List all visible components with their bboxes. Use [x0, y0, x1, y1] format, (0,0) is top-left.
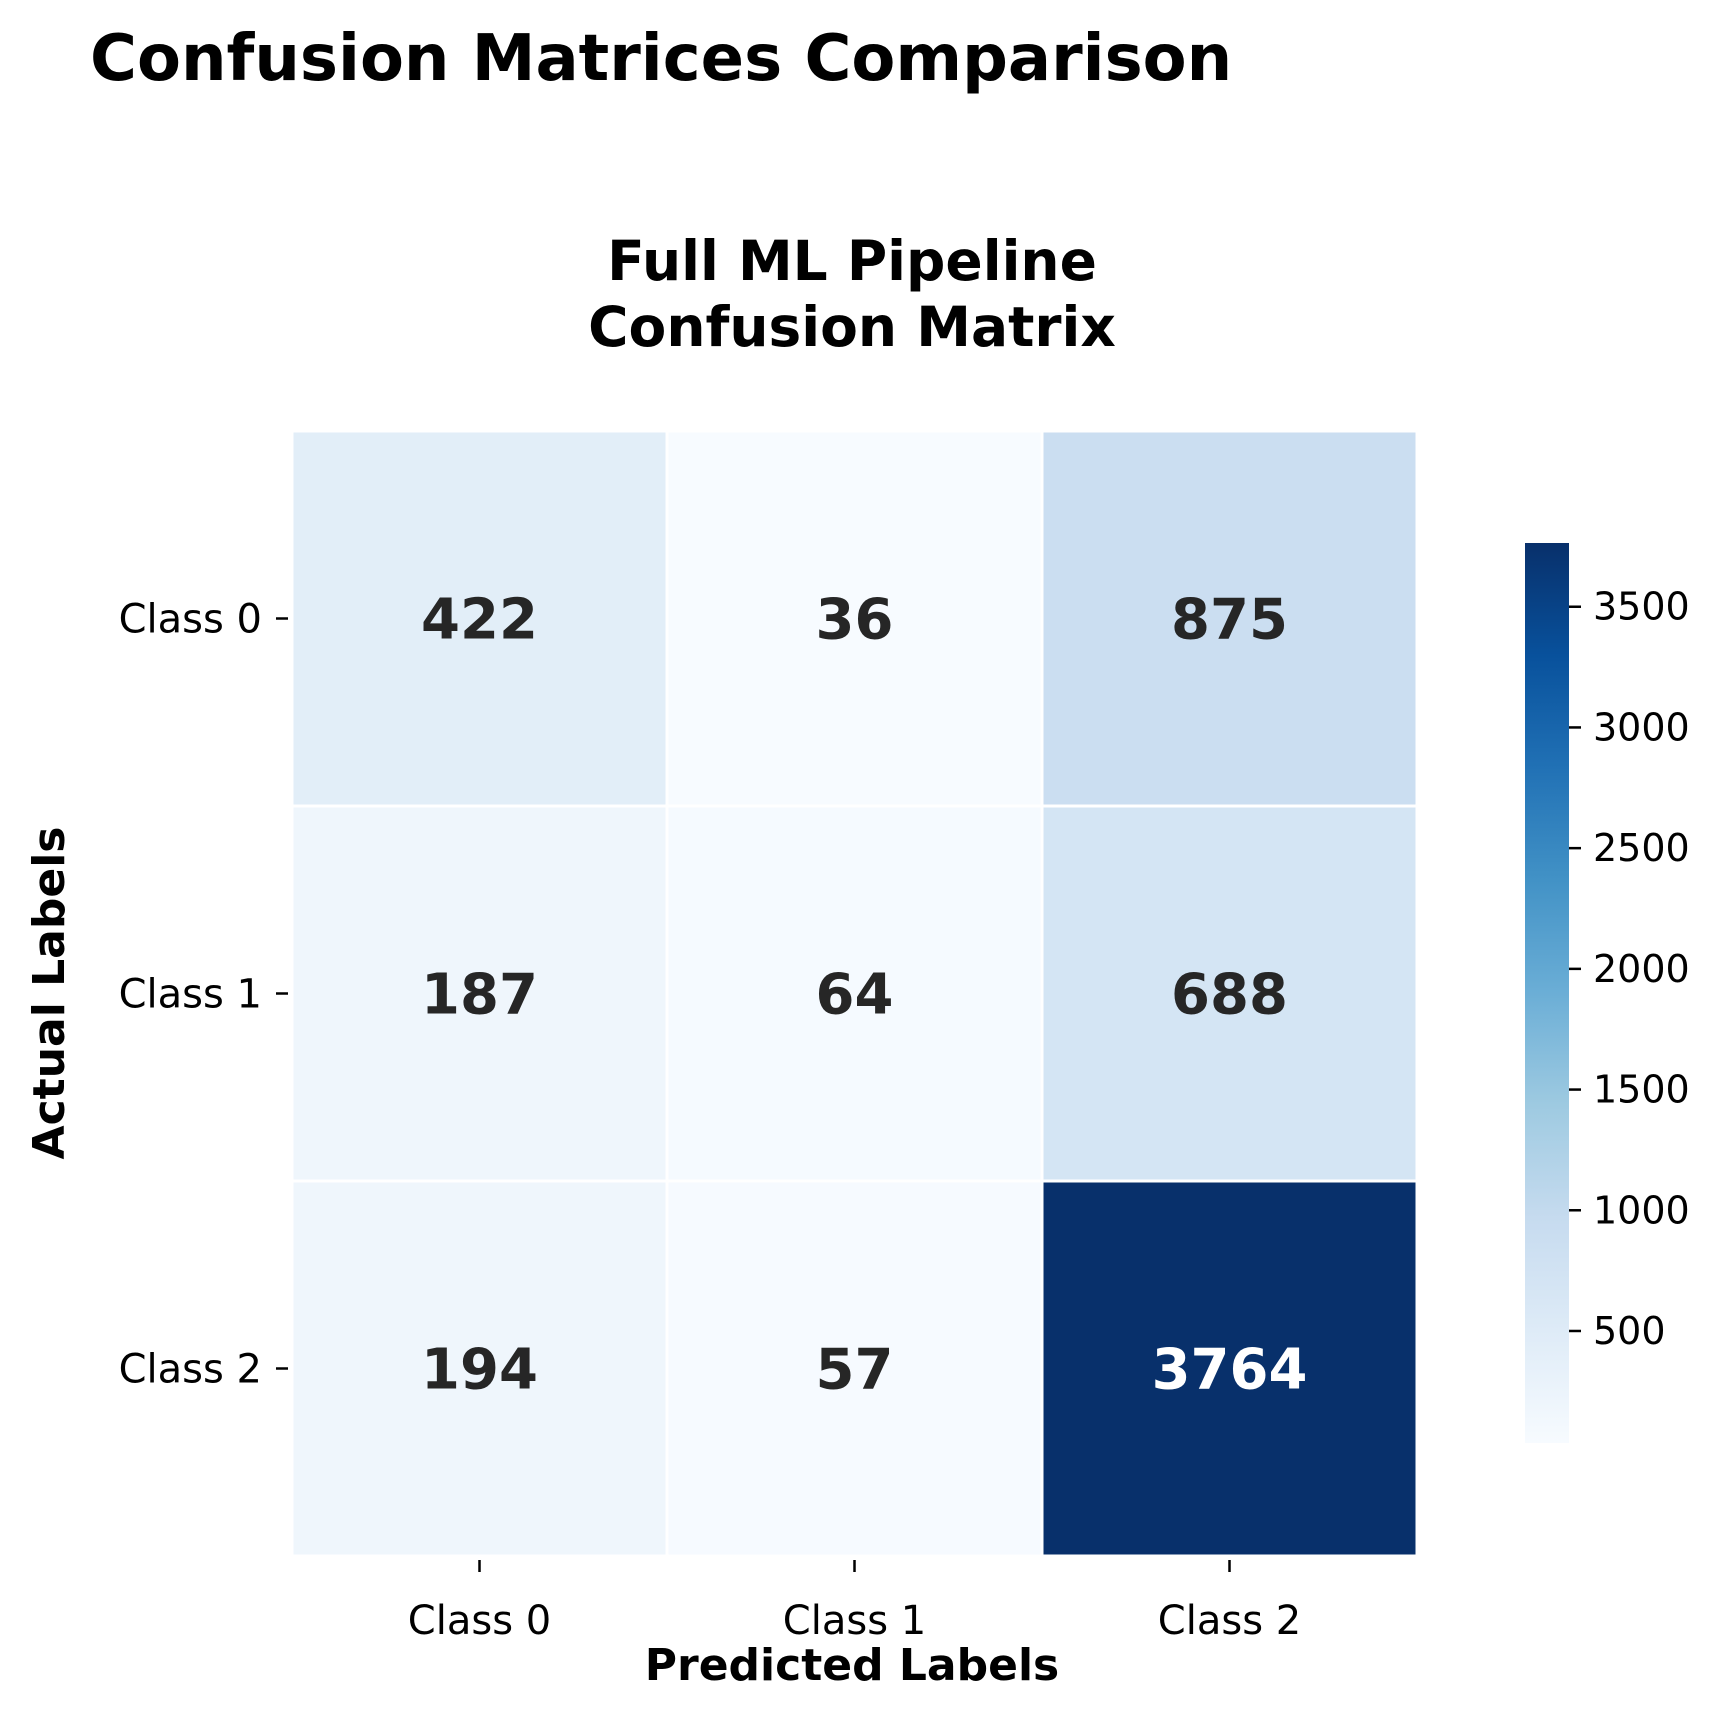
chart-title-line-1: Full ML Pipeline [607, 229, 1097, 293]
cell-value-r2-c0: 194 [421, 1338, 538, 1403]
y-tick-label: Class 1 [119, 972, 262, 1018]
cell-value-r1-c0: 187 [421, 963, 538, 1028]
colorbar-tick-label: 3500 [1593, 585, 1690, 629]
cell-value-r0-c2: 875 [1171, 588, 1288, 653]
colorbar-tick-label: 1500 [1593, 1068, 1690, 1112]
heatmap-cell-r0-c1 [665, 429, 1044, 808]
heatmap-cell-r1-c0 [290, 804, 669, 1183]
colorbar-tick-label: 2500 [1593, 826, 1690, 870]
colorbar-tick-label: 2000 [1593, 947, 1690, 991]
cell-value-r0-c0: 422 [421, 588, 538, 653]
x-tick-label: Class 2 [1158, 1598, 1301, 1644]
heatmap-cell-r2-c2 [1040, 1179, 1419, 1558]
heatmap-cell-r2-c0 [290, 1179, 669, 1558]
cell-value-r1-c2: 688 [1171, 963, 1288, 1028]
cell-value-r1-c1: 64 [816, 963, 894, 1028]
heatmap-cell-r0-c0 [290, 429, 669, 808]
colorbar-tick-label: 1000 [1593, 1188, 1690, 1232]
x-tick-label: Class 1 [783, 1598, 926, 1644]
colorbar-tick-label: 500 [1593, 1309, 1666, 1353]
colorbar-tick-label: 3000 [1593, 705, 1690, 749]
colorbar-scale [1525, 543, 1569, 1443]
chart-title-line-2: Confusion Matrix [588, 295, 1116, 359]
colorbar: 500 1000 1500 2000 2500 3000 3500 [1525, 543, 1690, 1443]
y-tick-label: Class 0 [119, 597, 262, 643]
heatmap-annotations: 422 36 875 187 64 688 194 57 3764 [421, 588, 1307, 1403]
x-tick-label: Class 0 [408, 1598, 551, 1644]
y-axis-ticks: Class 0 Class 1 Class 2 [119, 597, 288, 1393]
y-axis-label: Actual Labels [24, 827, 75, 1160]
y-tick-label: Class 2 [119, 1347, 262, 1393]
cell-value-r2-c1: 57 [816, 1338, 894, 1403]
figure-suptitle: Confusion Matrices Comparison [90, 22, 1232, 96]
x-axis-label: Predicted Labels [645, 1640, 1059, 1691]
heatmap-cell-r2-c1 [665, 1179, 1044, 1558]
heatmap-cells [290, 429, 1419, 1558]
cell-value-r2-c2: 3764 [1152, 1338, 1308, 1403]
x-axis-ticks: Class 0 Class 1 Class 2 [408, 1560, 1301, 1644]
cell-value-r0-c1: 36 [816, 588, 894, 653]
heatmap-cell-r0-c2 [1040, 429, 1419, 808]
colorbar-ticks: 500 1000 1500 2000 2500 3000 3500 [1569, 585, 1690, 1353]
